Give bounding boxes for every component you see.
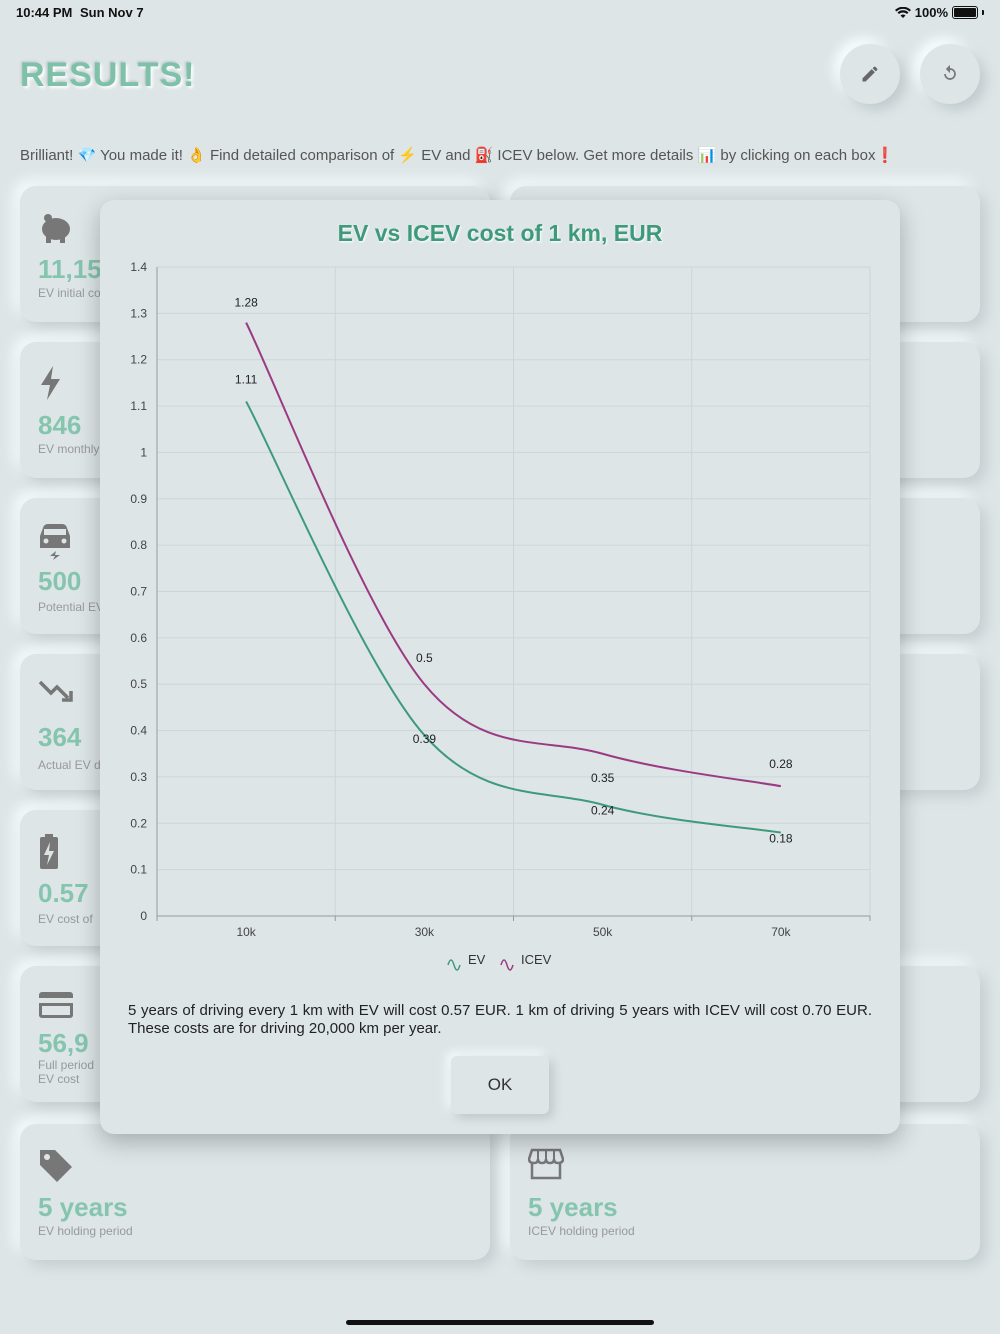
chart-title: EV vs ICEV cost of 1 km, EUR: [337, 220, 663, 246]
home-indicator: [346, 1320, 654, 1325]
refresh-icon: [944, 64, 956, 80]
legend-icon-ev: [447, 959, 461, 971]
card-label: EV holding period: [38, 1224, 133, 1238]
tag-icon: [38, 1148, 74, 1189]
status-right: 100%: [894, 5, 984, 20]
y-tick-label: 0.7: [130, 585, 147, 599]
card-label: EV cost of: [38, 912, 93, 926]
data-label-icev: 1.28: [234, 296, 258, 310]
y-tick-label: 0.2: [130, 816, 147, 830]
series-line-ev: [245, 400, 782, 834]
card-label: EV monthly: [38, 442, 100, 456]
card-value: 5 years: [528, 1192, 618, 1222]
store-icon: [527, 1148, 565, 1185]
legend-label-ev: EV: [468, 952, 486, 967]
y-tick-label: 0.8: [130, 538, 147, 552]
card-label: ICEV holding period: [528, 1224, 635, 1238]
piggy-bank-icon: [38, 210, 74, 249]
cost-chart: 0 0.1 0.2 0.3 0.4 0.5 0.6 0.7 0.8 0.9 1 1.1 1.2 1.3 1.…: [130, 260, 871, 971]
ok-button[interactable]: OK: [451, 1056, 549, 1114]
status-bar: 10:44 PM Sun Nov 7 100%: [0, 0, 1000, 24]
y-tick-label: 1.3: [130, 306, 147, 320]
data-label-ev: 0.24: [591, 804, 615, 818]
y-tick-label: 0.3: [130, 770, 147, 784]
status-date: Sun Nov 7: [80, 5, 144, 20]
lightning-icon: [38, 366, 64, 405]
wifi-icon: [894, 6, 911, 18]
card-value: 11,15: [38, 254, 102, 284]
card-value: 56,9: [38, 1028, 89, 1058]
y-tick-label: 0.1: [130, 863, 147, 877]
card-label: Actual EV d: [38, 758, 101, 772]
credit-card-icon: [38, 990, 74, 1025]
y-tick-label: 0.5: [130, 677, 147, 691]
pencil-icon: [862, 66, 878, 82]
edit-button[interactable]: [840, 44, 900, 104]
data-label-icev: 0.28: [769, 757, 793, 771]
data-label-ev: 1.11: [235, 372, 258, 386]
battery-charging-icon: [38, 834, 60, 875]
battery-icon: [952, 6, 978, 19]
y-tick-label: 1: [140, 445, 147, 459]
car-charging-icon: [38, 522, 72, 565]
intro-text: Brilliant! 💎 You made it! 👌 Find detaile…: [20, 147, 895, 164]
y-tick-label: 1.2: [130, 353, 147, 367]
legend-label-icev: ICEV: [521, 952, 552, 967]
status-time: 10:44 PM: [16, 5, 73, 20]
card-value: 364: [38, 722, 82, 752]
page-title: RESULTS!: [20, 56, 196, 94]
card-label-line2: EV cost: [38, 1072, 80, 1086]
battery-tip: [982, 10, 984, 15]
card-label: EV initial co: [38, 286, 101, 300]
card-ev-holding-period[interactable]: 5 years EV holding period: [20, 1124, 490, 1260]
card-value: 500: [38, 566, 82, 596]
y-tick-label: 0: [140, 909, 147, 923]
x-tick-label: 30k: [415, 925, 435, 939]
data-label-icev: 0.35: [591, 771, 615, 785]
card-icev-holding-period[interactable]: 5 years ICEV holding period: [510, 1124, 980, 1260]
data-label-ev: 0.39: [413, 732, 437, 746]
legend-icon-icev: [500, 959, 514, 971]
x-tick-label: 10k: [236, 925, 256, 939]
x-tick-label: 50k: [593, 925, 613, 939]
modal-description: 5 years of driving every 1 km with EV wi…: [128, 1002, 872, 1037]
card-value: 846: [38, 410, 82, 440]
series-line-icev: [245, 322, 782, 788]
chart-modal: EV vs ICEV cost of 1 km, EUR 0 0.1 0.2 0.3 0…: [100, 200, 900, 1134]
data-label-icev: 0.5: [416, 651, 433, 665]
y-tick-label: 0.9: [130, 492, 147, 506]
battery-percent: 100%: [914, 5, 948, 20]
data-label-ev: 0.18: [769, 832, 793, 846]
trend-down-icon: [38, 678, 74, 709]
y-tick-label: 0.6: [130, 631, 147, 645]
y-tick-label: 0.4: [130, 724, 147, 738]
x-tick-label: 70k: [771, 925, 791, 939]
reset-button[interactable]: [920, 44, 980, 104]
card-value: 0.57: [38, 878, 89, 908]
card-label: Potential EV: [38, 600, 105, 614]
card-value: 5 years: [38, 1192, 128, 1222]
y-tick-label: 1.1: [130, 399, 147, 413]
y-tick-label: 1.4: [130, 260, 147, 274]
card-label: Full period: [38, 1058, 95, 1072]
